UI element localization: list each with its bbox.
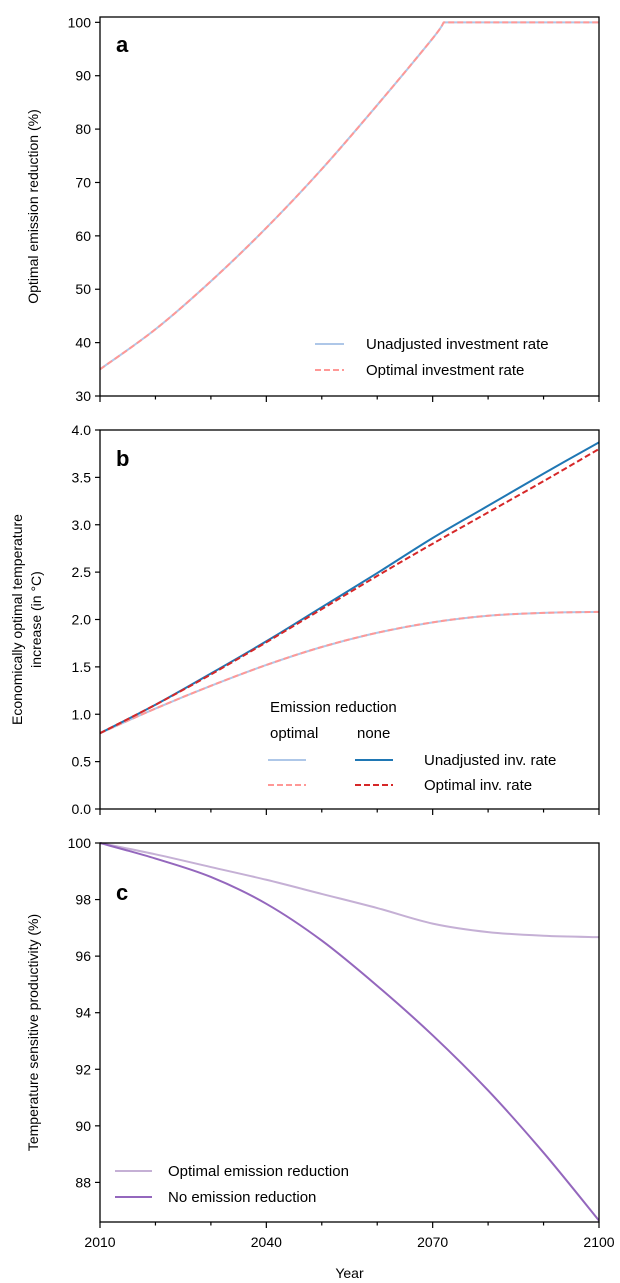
- x-tick-label: 2040: [251, 1234, 282, 1250]
- legend: Optimal emission reduction No emission re…: [115, 1163, 349, 1206]
- legend: Unadjusted investment rate Optimal invest…: [315, 336, 549, 379]
- y-tick-label: 98: [75, 892, 91, 908]
- legend-label: No emission reduction: [168, 1189, 316, 1206]
- legend-title: Emission reduction: [270, 699, 397, 716]
- y-axis-label-line: Economically optimal temperature: [9, 514, 25, 725]
- y-tick-label: 90: [75, 68, 91, 84]
- legend-column: optimal: [270, 725, 318, 742]
- panel-letter: c: [116, 880, 128, 905]
- y-tick-label: 96: [75, 948, 91, 964]
- y-tick-label: 100: [68, 835, 92, 851]
- y-tick-label: 70: [75, 174, 91, 190]
- legend-label: Optimal investment rate: [366, 362, 524, 379]
- legend: Emission reduction optimal none Unadjusted …: [268, 699, 556, 794]
- panel-letter: b: [116, 446, 129, 471]
- panel-a: 30 40 50 60 70 80 90 100 Optimal emission reduct…: [25, 14, 600, 404]
- y-tick-label: 0.5: [72, 754, 92, 770]
- y-tick-label: 3.5: [72, 469, 92, 485]
- panel-letter: a: [116, 32, 129, 57]
- axes-frame: [99, 842, 600, 1223]
- y-axis-label: Economically optimal temperature increase…: [9, 514, 44, 725]
- y-tick-label: 40: [75, 335, 91, 351]
- series-line: [100, 21, 599, 371]
- series-line: [100, 21, 599, 371]
- legend-label: Optimal inv. rate: [424, 777, 532, 794]
- y-tick-label: 94: [75, 1005, 91, 1021]
- y-tick-label: 0.0: [72, 801, 92, 817]
- y-tick-label: 1.0: [72, 706, 92, 722]
- x-axis-label: Year: [335, 1265, 364, 1281]
- y-axis-label: Temperature sensitive productivity (%): [25, 914, 41, 1151]
- series-line: [100, 842, 599, 939]
- y-tick-label: 2.0: [72, 612, 92, 628]
- legend-label: Unadjusted investment rate: [366, 336, 549, 353]
- series-line: [100, 448, 599, 735]
- y-axis-label-line: increase (in °C): [28, 571, 44, 668]
- y-tick-label: 2.5: [72, 564, 92, 580]
- y-tick-label: 30: [75, 388, 91, 404]
- series-line: [100, 610, 599, 735]
- y-axis-label-line: Temperature sensitive productivity (%): [25, 914, 41, 1151]
- x-tick-label: 2100: [583, 1234, 614, 1250]
- y-tick-label: 100: [68, 14, 92, 30]
- y-tick-label: 4.0: [72, 422, 92, 438]
- y-axis-label: Optimal emission reduction (%): [25, 109, 41, 304]
- legend-column: none: [357, 725, 390, 742]
- panel-c: 88 90 92 94 96 98 100 2010 2040 2070 2100 Year Tempe…: [25, 835, 615, 1281]
- series-group: [100, 441, 599, 735]
- y-tick-label: 90: [75, 1118, 91, 1134]
- axes-frame: [99, 16, 600, 397]
- y-tick-label: 60: [75, 228, 91, 244]
- y-tick-label: 80: [75, 121, 91, 137]
- y-tick-label: 3.0: [72, 517, 92, 533]
- y-axis-label-line: Optimal emission reduction (%): [25, 109, 41, 304]
- y-tick-label: 1.5: [72, 659, 92, 675]
- series-line: [100, 441, 599, 735]
- y-tick-label: 92: [75, 1061, 91, 1077]
- y-tick-label: 50: [75, 281, 91, 297]
- y-tick-label: 88: [75, 1174, 91, 1190]
- series-line: [100, 842, 599, 1222]
- panel-b: 0.0 0.5 1.0 1.5 2.0 2.5 3.0 3.5 4.0 Economically …: [9, 422, 600, 817]
- x-tick-label: 2070: [417, 1234, 448, 1250]
- legend-label: Optimal emission reduction: [168, 1163, 349, 1180]
- legend-label: Unadjusted inv. rate: [424, 752, 556, 769]
- series-group: [100, 21, 599, 371]
- series-group: [100, 842, 599, 1222]
- x-tick-label: 2010: [84, 1234, 115, 1250]
